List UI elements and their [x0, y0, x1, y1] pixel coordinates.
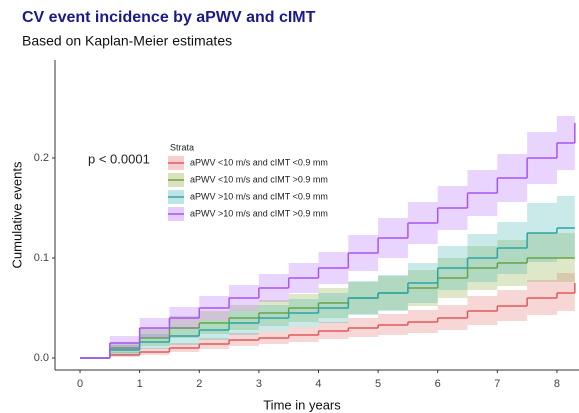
confidence-band	[556, 273, 575, 311]
x-axis-label: Time in years	[263, 397, 341, 412]
chart-title: CV event incidence by aPWV and cIMT	[22, 9, 316, 26]
x-tick-label: 2	[196, 378, 202, 390]
x-tick-label: 5	[375, 378, 381, 390]
x-tick-label: 4	[315, 378, 321, 390]
x-tick-label: 1	[137, 378, 143, 390]
p-value: p < 0.0001	[88, 151, 150, 166]
legend-label: aPWV <10 m/s and cIMT <0.9 mm	[190, 157, 328, 167]
legend-label: aPWV <10 m/s and cIMT >0.9 mm	[190, 174, 328, 184]
y-tick-label: 0.0	[34, 352, 49, 364]
y-tick-label: 0.1	[34, 252, 49, 264]
x-tick-label: 3	[256, 378, 262, 390]
x-tick-label: 8	[554, 378, 560, 390]
confidence-band	[169, 316, 200, 338]
y-axis-label: Cumulative events	[9, 161, 24, 268]
confidence-band	[556, 196, 575, 258]
legend-label: aPWV >10 m/s and cIMT <0.9 mm	[190, 191, 328, 201]
legend-title: Strata	[170, 142, 194, 152]
legend-label: aPWV >10 m/s and cIMT >0.9 mm	[190, 208, 328, 218]
x-tick-label: 6	[435, 378, 441, 390]
x-tick-label: 7	[494, 378, 500, 390]
x-tick-label: 0	[77, 378, 83, 390]
y-tick-label: 0.2	[34, 152, 49, 164]
chart-subtitle: Based on Kaplan-Meier estimates	[22, 33, 232, 49]
